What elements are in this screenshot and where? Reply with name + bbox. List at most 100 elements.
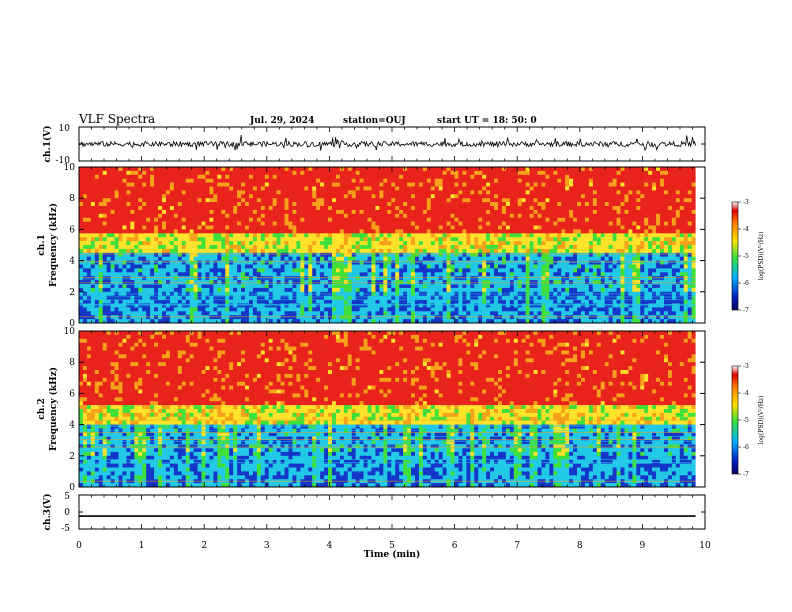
spectrogram-cell	[347, 245, 353, 250]
spectrogram-cell	[316, 276, 321, 281]
spectrogram-cell	[233, 170, 238, 176]
spectrogram-cell	[280, 190, 285, 195]
spectrogram-cell	[154, 174, 159, 179]
spectrogram-cell	[193, 225, 198, 230]
spectrogram-cell	[205, 315, 210, 320]
spectrogram-cell	[209, 268, 214, 273]
spectrogram-cell	[486, 225, 491, 230]
spectrogram-cell	[134, 178, 139, 183]
spectrogram-cell	[106, 206, 111, 211]
spectrogram-cell	[541, 295, 546, 300]
spectrogram-cell	[494, 264, 499, 269]
spectrogram-cell	[442, 217, 447, 222]
spectrogram-cell	[114, 287, 119, 293]
spectrogram-cell	[106, 198, 111, 203]
spectrogram-cell	[517, 268, 522, 273]
spectrogram-cell	[557, 170, 562, 176]
spectrogram-cell	[146, 256, 151, 261]
spectrogram-cell	[517, 241, 522, 246]
spectrogram-cell	[324, 213, 329, 218]
spectrogram-cell	[466, 217, 471, 222]
spectrogram-cell	[501, 248, 507, 254]
spectrogram-cell	[205, 167, 210, 172]
spectrogram-cell	[509, 295, 515, 300]
spectrogram-cell	[569, 245, 574, 250]
spectrogram-cell	[248, 264, 254, 269]
spectrogram-cell	[300, 248, 305, 254]
spectrogram-cell	[422, 213, 428, 218]
spectrogram-cell	[146, 295, 151, 300]
spectrogram-cell	[142, 202, 147, 207]
spectrogram-cell	[553, 206, 558, 211]
spectrogram-cell	[501, 229, 507, 234]
spectrogram-cell	[537, 252, 542, 257]
spectrogram-cell	[328, 229, 333, 234]
spectrogram-cell	[248, 280, 254, 285]
spectrogram-cell	[411, 311, 416, 316]
spectrogram-cell	[114, 170, 119, 176]
spectrogram-cell	[422, 237, 428, 242]
spectrogram-cell	[122, 167, 127, 172]
spectrogram-cell	[549, 256, 554, 261]
spectrogram-cell	[438, 206, 443, 211]
spectrogram-cell	[411, 225, 416, 230]
spectrogram-cell	[189, 256, 194, 261]
spectrogram-cell	[122, 307, 127, 312]
spectrogram-cell	[474, 245, 479, 250]
spectrogram-cell	[126, 276, 131, 281]
spectrogram-cell	[545, 264, 550, 269]
spectrogram-cell	[450, 268, 455, 273]
spectrogram-cell	[272, 295, 277, 300]
spectrogram-cell	[446, 225, 451, 230]
spectrogram-cell	[379, 256, 384, 261]
spectrogram-cell	[106, 280, 111, 285]
spectrogram-cell	[268, 311, 273, 316]
spectrogram-cell	[260, 272, 266, 277]
spectrogram-cell	[403, 287, 408, 293]
spectrogram-cell	[86, 311, 92, 316]
spectrogram-cell	[513, 213, 519, 218]
spectrogram-cell	[407, 170, 412, 176]
spectrogram-cell	[541, 319, 546, 324]
spectrogram-cell	[371, 248, 376, 254]
spectrogram-cell	[505, 170, 511, 176]
spectrogram-cell	[490, 206, 495, 211]
spectrogram-cell	[430, 237, 436, 242]
spectrogram-cell	[351, 252, 356, 257]
spectrogram-cell	[438, 182, 443, 187]
spectrogram-cell	[533, 174, 538, 179]
spectrogram-cell	[162, 241, 167, 246]
spectrogram-cell	[395, 268, 400, 273]
spectrogram-cell	[284, 264, 289, 269]
spectrogram-cell	[272, 307, 277, 312]
spectrogram-cell	[296, 280, 301, 285]
spectrogram-cell	[122, 229, 127, 234]
spectrogram-cell	[359, 299, 364, 304]
spectrogram-cell	[355, 198, 360, 203]
spectrogram-cell	[347, 284, 353, 289]
spectrogram-cell	[494, 241, 499, 246]
spectrogram-cell	[403, 248, 408, 254]
spectrogram-cell	[454, 186, 459, 191]
spectrogram-cell	[165, 252, 171, 257]
spectrogram-cell	[411, 256, 416, 261]
spectrogram-cell	[355, 315, 360, 320]
spectrogram-cell	[197, 229, 202, 234]
spectrogram-cell	[177, 268, 183, 273]
spectrogram-cell	[533, 252, 538, 257]
spectrogram-cell	[225, 256, 230, 261]
spectrogram-cell	[284, 206, 289, 211]
spectrogram-cell	[399, 217, 404, 222]
spectrogram-cell	[94, 209, 100, 215]
spectrogram-cell	[553, 264, 558, 269]
spectrogram-cell	[102, 256, 107, 261]
spectrogram-cell	[82, 221, 88, 226]
spectrogram-cell	[379, 221, 384, 226]
spectrogram-cell	[407, 315, 412, 320]
spectrogram-cell	[403, 217, 408, 222]
spectrogram-cell	[165, 186, 171, 191]
spectrogram-cell	[501, 186, 507, 191]
spectrogram-cell	[296, 264, 301, 269]
spectrogram-cell	[529, 182, 534, 187]
spectrogram-cell	[418, 233, 424, 238]
